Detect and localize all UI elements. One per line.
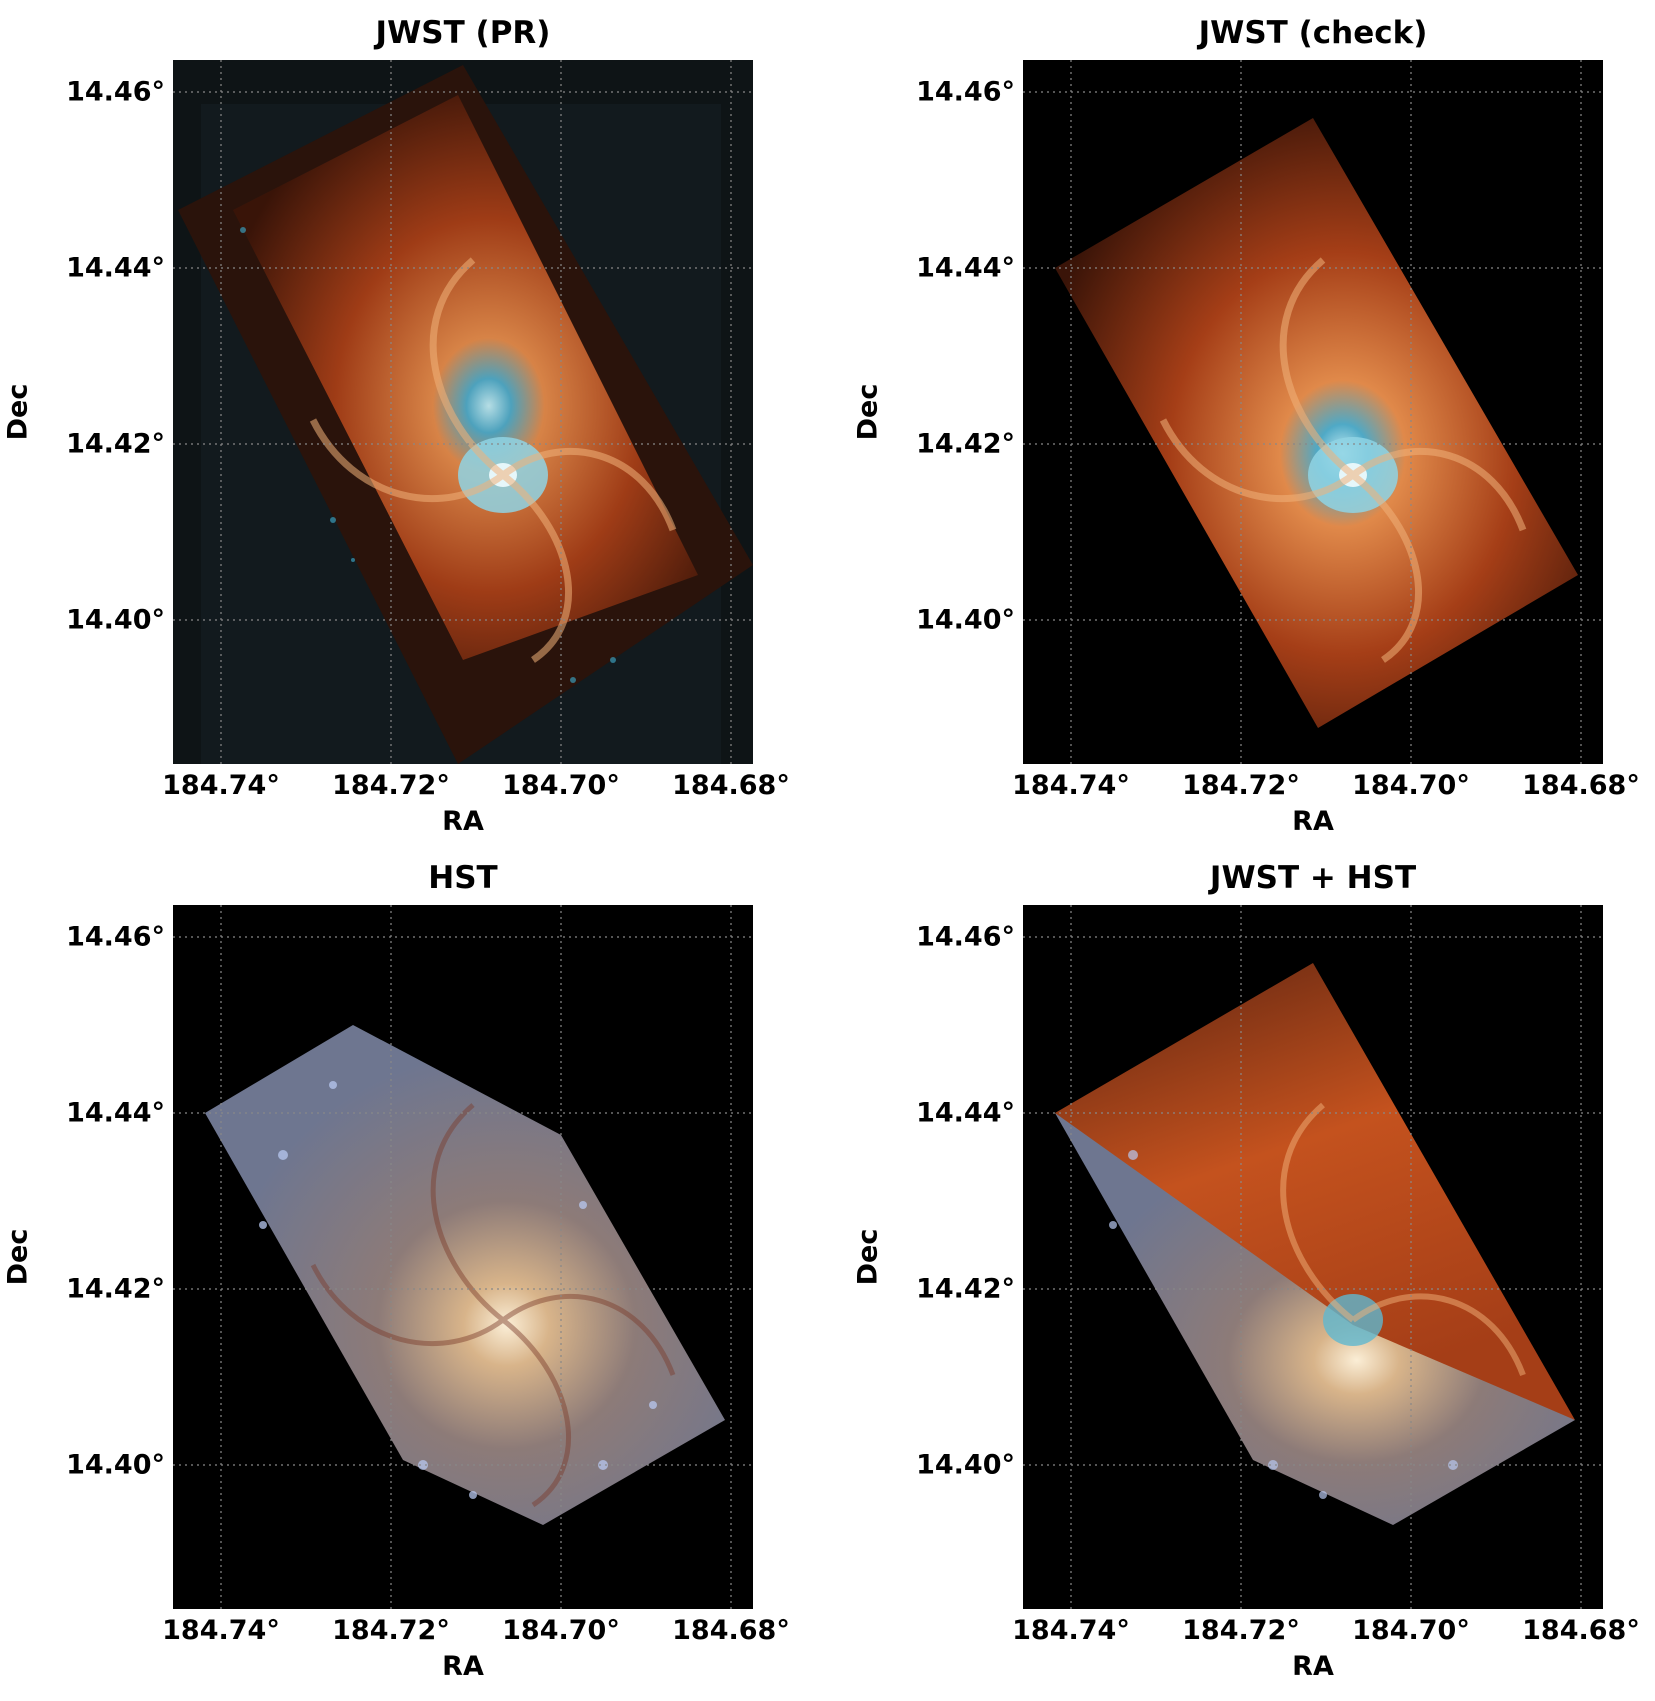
ra-tick: 184.70° (1352, 770, 1470, 801)
ra-tick: 184.72° (1182, 770, 1300, 801)
panel-title: JWST (check) (1198, 15, 1428, 51)
ra-tick: 184.72° (332, 1615, 450, 1646)
image-axes (173, 60, 753, 764)
panel-title: HST (428, 860, 498, 896)
ra-tick: 184.72° (1182, 1615, 1300, 1646)
y-axis-title: Dec (852, 1228, 884, 1286)
panel-hst: HST (0, 845, 790, 1685)
panel-title: JWST (PR) (375, 15, 551, 51)
dec-tick: 14.42° (916, 428, 1015, 460)
x-axis-title: RA (442, 806, 484, 837)
ra-tick: 184.74° (162, 1615, 280, 1646)
dec-tick: 14.46° (66, 921, 165, 953)
ra-tick: 184.74° (162, 770, 280, 801)
ra-tick: 184.70° (1352, 1615, 1470, 1646)
ra-tick: 184.70° (502, 770, 620, 801)
dec-tick: 14.44° (66, 1097, 165, 1129)
ra-tick: 184.68° (672, 1615, 790, 1646)
dec-tick: 14.42° (916, 1273, 1015, 1305)
x-axis-title: RA (1292, 1651, 1334, 1682)
ra-tick: 184.70° (502, 1615, 620, 1646)
ra-tick: 184.74° (1012, 770, 1130, 801)
dec-tick: 14.46° (66, 76, 165, 108)
ra-tick-labels: 184.74° 184.72° 184.70° 184.68° (1012, 1613, 1640, 1649)
dec-tick: 14.44° (66, 252, 165, 284)
dec-tick: 14.44° (916, 252, 1015, 284)
dec-tick: 14.40° (916, 604, 1015, 636)
image-axes (173, 905, 753, 1609)
ra-tick: 184.68° (1522, 770, 1640, 801)
dec-tick-labels: 14.46° 14.44° 14.42° 14.40° (850, 905, 1015, 1609)
dec-tick: 14.42° (66, 1273, 165, 1305)
dec-tick: 14.46° (916, 76, 1015, 108)
x-axis-title: RA (1292, 806, 1334, 837)
ra-tick: 184.68° (1522, 1615, 1640, 1646)
panel-jwst-check: JWST (check) (850, 0, 1640, 840)
panel-jwst-hst: JWST + HST (850, 845, 1640, 1685)
dec-tick: 14.40° (66, 604, 165, 636)
dec-tick: 14.44° (916, 1097, 1015, 1129)
image-axes (1023, 905, 1603, 1609)
y-axis-title: Dec (852, 383, 884, 441)
dec-tick: 14.46° (916, 921, 1015, 953)
ra-tick-labels: 184.74° 184.72° 184.70° 184.68° (1012, 768, 1640, 804)
x-axis-title: RA (442, 1651, 484, 1682)
jwst-pr-image (173, 60, 753, 764)
ra-tick: 184.72° (332, 770, 450, 801)
dec-tick: 14.40° (66, 1449, 165, 1481)
ra-tick: 184.74° (1012, 1615, 1130, 1646)
dec-tick: 14.40° (916, 1449, 1015, 1481)
y-axis-title: Dec (2, 383, 34, 441)
jwst-check-image (1055, 118, 1578, 728)
image-axes (1023, 60, 1603, 764)
panel-jwst-pr: JWST (PR) (0, 0, 790, 840)
jwst-hst-image (1055, 963, 1575, 1525)
ra-tick: 184.68° (672, 770, 790, 801)
ra-tick-labels: 184.74° 184.72° 184.70° 184.68° (162, 1613, 790, 1649)
hst-image (205, 1025, 725, 1525)
ra-tick-labels: 184.74° 184.72° 184.70° 184.68° (162, 768, 790, 804)
y-axis-title: Dec (2, 1228, 34, 1286)
dec-tick: 14.42° (66, 428, 165, 460)
panel-title: JWST + HST (1209, 860, 1417, 896)
dec-tick-labels: 14.46° 14.44° 14.42° 14.40° (850, 60, 1015, 764)
dec-tick-labels: 14.46° 14.44° 14.42° 14.40° (0, 905, 165, 1609)
dec-tick-labels: 14.46° 14.44° 14.42° 14.40° (0, 60, 165, 764)
